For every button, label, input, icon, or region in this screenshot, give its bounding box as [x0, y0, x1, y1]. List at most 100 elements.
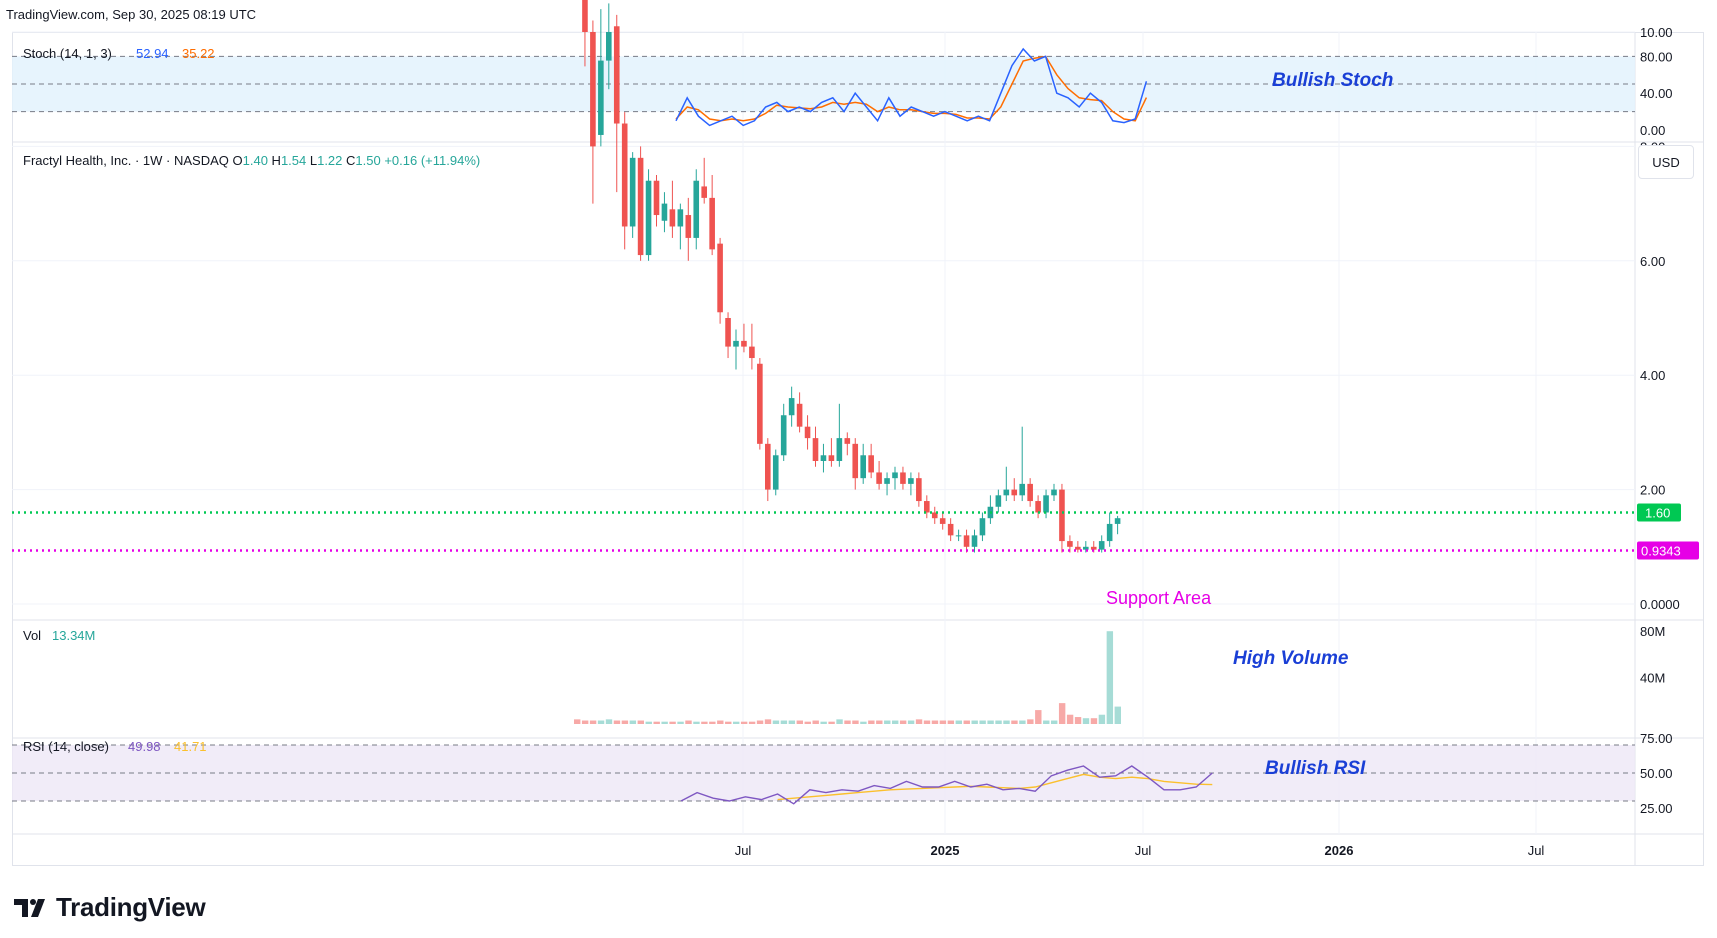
candle-body	[637, 157, 644, 256]
candle-body	[598, 60, 604, 135]
volume-bar	[574, 719, 581, 724]
volume-bar	[701, 721, 708, 724]
candle-body	[971, 535, 978, 547]
candle-body	[669, 209, 676, 227]
volume-bar	[677, 721, 684, 724]
volume-bar	[685, 720, 692, 724]
candle-body	[717, 243, 723, 313]
candle-body	[613, 26, 620, 124]
stoch-tick-label: 40.00	[1640, 86, 1673, 101]
candle-body	[852, 443, 859, 479]
candle-body	[1106, 523, 1113, 542]
volume-bar	[637, 720, 644, 724]
candle-body	[757, 363, 763, 444]
candle-body	[741, 340, 747, 347]
candle-body	[812, 438, 819, 461]
volume-bar	[756, 720, 764, 724]
price-tick-label: 2.00	[1640, 483, 1665, 498]
candle-body	[661, 203, 668, 221]
volume-bar	[836, 719, 843, 724]
volume-bar	[868, 720, 875, 724]
candle-body	[979, 518, 986, 536]
candle-body	[963, 535, 970, 547]
rsi-tick-label: 50.00	[1640, 766, 1673, 781]
rsi-tick-label: 75.00	[1640, 731, 1673, 746]
volume-bar	[1090, 718, 1098, 724]
current-price-tag-bg	[1637, 503, 1681, 522]
stoch-tick-label: 0.00	[1640, 123, 1665, 138]
candle-body	[725, 318, 731, 347]
candle-body	[1027, 483, 1033, 502]
time-axis-label: 2025	[931, 843, 960, 858]
volume-bar	[804, 721, 811, 724]
volume-bar	[717, 720, 724, 724]
candle-body	[1003, 489, 1010, 496]
candle-body	[1098, 541, 1105, 550]
candle-body	[701, 186, 707, 198]
volume-bar	[852, 720, 859, 724]
volume-bar	[995, 720, 1002, 724]
price-tick-label: 10.00	[1640, 25, 1673, 40]
candle-body	[947, 523, 954, 536]
candle-body	[1019, 483, 1025, 496]
tradingview-logo-text: TradingView	[56, 892, 206, 922]
rsi-line	[680, 765, 1213, 805]
volume-bar	[876, 720, 883, 724]
volume-bar	[1066, 714, 1074, 724]
volume-bar	[820, 721, 827, 724]
candle-body	[1090, 546, 1097, 550]
volume-bar	[1098, 714, 1106, 724]
volume-bar	[987, 720, 994, 724]
stoch-k-value: 52.94	[136, 46, 169, 61]
high-label: H	[272, 153, 281, 168]
volume-bar	[812, 720, 819, 724]
volume-bar	[772, 720, 780, 724]
volume-bar	[733, 721, 740, 724]
volume-bar	[693, 721, 700, 724]
volume-bar	[1043, 720, 1050, 724]
volume-label: Vol	[23, 628, 41, 643]
volume-bar	[963, 720, 970, 724]
volume-bar	[955, 720, 962, 724]
volume-bar	[884, 720, 891, 724]
candle-body	[860, 455, 866, 479]
time-axis-label: Jul	[1528, 843, 1545, 858]
volume-bar	[780, 720, 788, 724]
candle-body	[1067, 541, 1073, 547]
candle-body	[916, 478, 922, 502]
rsi-label: RSI (14, close)	[23, 739, 109, 754]
volume-bar	[1019, 720, 1026, 724]
volume-bar	[589, 720, 597, 724]
candle-body	[876, 472, 882, 484]
candle-body	[1114, 518, 1121, 524]
candle-body	[788, 398, 795, 416]
currency-button[interactable]: USD	[1638, 145, 1694, 179]
stoch-label: Stoch (14, 1, 3)	[23, 46, 112, 61]
volume-bar	[939, 720, 947, 724]
candle-body	[955, 535, 962, 537]
volume-bar	[947, 720, 955, 724]
volume-bar	[621, 720, 629, 724]
volume-bar	[1035, 710, 1042, 724]
candle-body	[828, 455, 835, 461]
candle-body	[709, 197, 715, 250]
volume-bar	[979, 720, 986, 724]
low-value: 1.22	[317, 153, 346, 168]
candle-body	[590, 32, 596, 147]
candle-body	[685, 215, 692, 238]
volume-bar	[725, 721, 732, 724]
time-axis-label: Jul	[735, 843, 752, 858]
stoch-d-line	[675, 55, 1148, 122]
volume-bar	[629, 720, 637, 724]
candle-body	[908, 478, 914, 484]
volume-bar	[597, 720, 605, 724]
volume-bar	[1058, 703, 1066, 724]
high-value: 1.54	[281, 153, 310, 168]
tradingview-logo[interactable]: TradingView	[14, 892, 206, 923]
candle-body	[1011, 489, 1018, 496]
rsi-annotation: Bullish RSI	[1265, 758, 1366, 779]
volume-tick-label: 80M	[1640, 624, 1665, 639]
close-label: C	[346, 153, 355, 168]
volume-bar	[709, 721, 716, 724]
